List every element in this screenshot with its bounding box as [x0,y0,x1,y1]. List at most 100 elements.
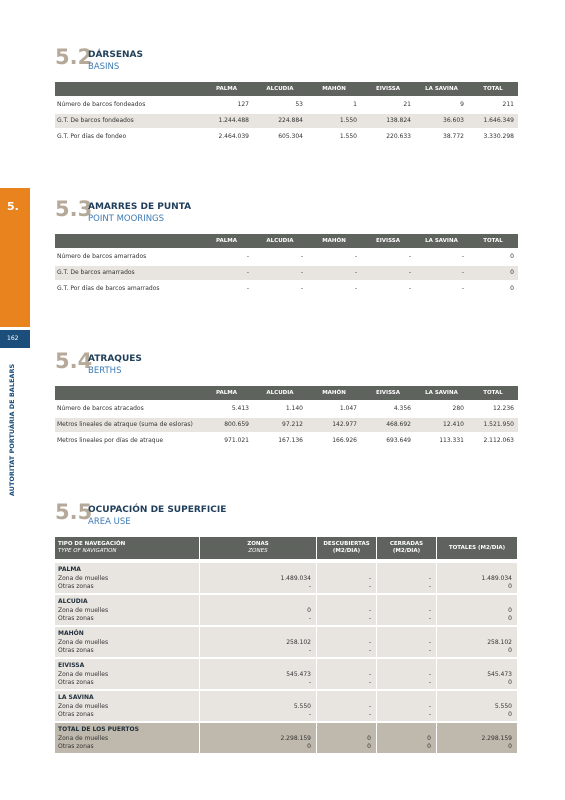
cell: 220.633 [386,133,411,140]
row-bg [55,114,518,128]
column-subheader: (M2/DIA) [332,548,361,554]
cell: - [308,711,311,718]
group-bg [377,595,436,625]
row-bg [55,418,518,432]
column-header: DESCUBIERTAS [323,541,370,547]
group-bg [317,723,376,753]
group-bg [377,659,436,689]
group-bg [437,595,517,625]
column-header: TIPO DE NAVEGACIÓN [58,541,126,547]
group-bg [437,627,517,657]
cell: 0 [307,607,311,614]
cell: 0 [427,743,431,750]
cell: 167.136 [278,437,303,444]
row-label: G.T. Por días de fondeo [57,133,127,140]
row-label: Zona de muelles [58,703,109,710]
group-bg [55,595,199,625]
row-label: G.T. Por días de barcos amarrados [57,285,160,292]
column-header: LA SAVINA [425,86,458,92]
group-bg [317,563,376,593]
page-tab [0,330,30,348]
cell: 3.330.298 [483,133,514,140]
row-label: Otras zonas [58,647,94,654]
row-label: Número de barcos atracados [57,405,144,412]
cell: - [368,647,371,654]
row-label: Otras zonas [58,615,94,622]
cell: - [308,679,311,686]
row-label: Otras zonas [58,743,94,750]
cell: - [246,269,249,276]
cell: - [408,269,411,276]
cell: 468.692 [386,421,411,428]
table-header [55,82,518,96]
cell: - [354,269,357,276]
cell: 113.331 [439,437,464,444]
section-title: AMARRES DE PUNTA [88,202,192,212]
cell: - [308,583,311,590]
cell: - [308,615,311,622]
section-number: 5.3 [55,197,93,221]
cell: - [428,575,431,582]
row-bg [55,266,518,280]
section-number: 5.4 [55,349,93,373]
group-name: LA SAVINA [58,694,94,701]
column-subheader: ZONES [248,548,268,554]
cell: 0 [307,743,311,750]
cell: 1.550 [339,117,357,124]
column-header: PALMA [215,86,238,92]
section-title: OCUPACIÓN DE SUPERFICIE [88,505,227,515]
cell: - [246,285,249,292]
column-header: TOTALES (M2/DIA) [448,545,506,551]
cell: 0 [508,607,512,614]
cell: 1.244.488 [218,117,249,124]
header-cell [437,537,517,559]
cell: 605.304 [278,133,303,140]
section-number: 5.5 [55,500,93,524]
cell: 53 [295,101,303,108]
cell: - [368,671,371,678]
cell: 0 [367,735,371,742]
group-name: EIVISSA [58,662,85,669]
group-bg [317,691,376,721]
cell: 138.824 [386,117,411,124]
cell: 1.140 [285,405,303,412]
group-name: PALMA [58,566,81,573]
column-header: CERRADAS [389,541,424,547]
cell: 12.410 [443,421,464,428]
cell: - [368,615,371,622]
cell: - [300,285,303,292]
column-header: ALCUDIA [266,390,294,396]
group-bg [200,723,316,753]
row-label: Zona de muelles [58,575,109,582]
group-bg [200,659,316,689]
cell: 0 [508,615,512,622]
cell: - [408,253,411,260]
cell: 4.356 [393,405,411,412]
cell: 1.047 [339,405,357,412]
publisher: AUTORITAT PORTUÀRIA DE BALEARS [8,363,16,497]
group-bg [317,627,376,657]
group-name: TOTAL DE LOS PUERTOS [58,726,139,733]
cell: - [428,615,431,622]
group-bg [377,691,436,721]
group-name: MAHÓN [58,630,84,637]
cell: 0 [508,743,512,750]
cell: - [428,583,431,590]
cell: 0 [508,647,512,654]
row-label: Número de barcos amarrados [57,253,147,260]
cell: 0 [508,583,512,590]
header-cell [317,537,376,559]
cell: 258.102 [487,639,512,646]
cell: - [461,253,464,260]
column-header: MAHÓN [322,390,346,396]
row-label: Otras zonas [58,711,94,718]
group-bg [200,563,316,593]
group-bg [200,691,316,721]
cell: 224.884 [278,117,303,124]
cell: 211 [502,101,514,108]
row-label: Zona de muelles [58,607,109,614]
cell: - [368,679,371,686]
section-number: 5.2 [55,45,93,69]
column-header: ALCUDIA [266,86,294,92]
